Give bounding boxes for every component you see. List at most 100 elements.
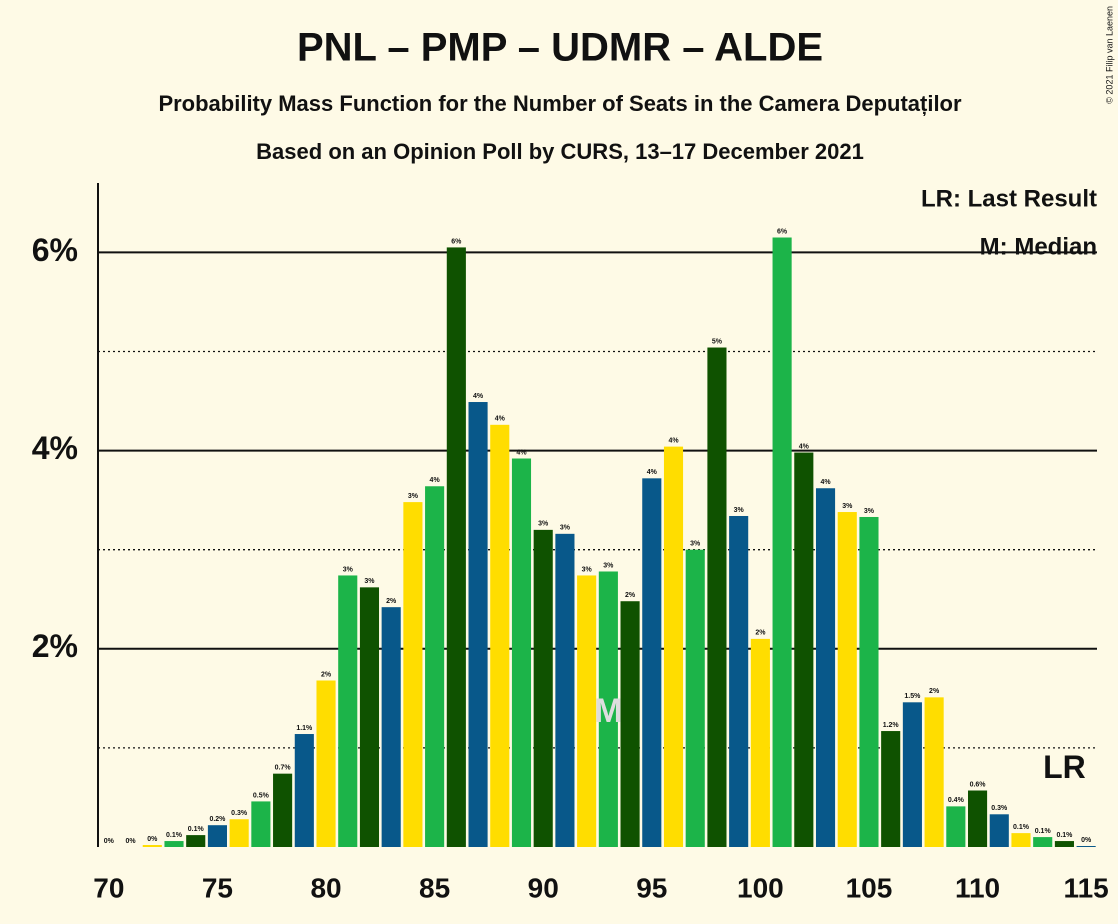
bar: [663, 446, 684, 847]
bar: [685, 549, 705, 847]
bar: [294, 734, 314, 847]
chart-title: PNL – PMP – UDMR – ALDE: [297, 26, 823, 70]
data-label: 3%: [364, 578, 375, 585]
x-tick-label: 85: [419, 872, 450, 903]
bar: [468, 402, 488, 847]
data-label: 0.5%: [253, 792, 270, 799]
data-label: 3%: [582, 566, 593, 573]
bar: [555, 533, 575, 847]
data-label: 3%: [734, 507, 745, 514]
x-tick-label: 115: [1064, 872, 1109, 903]
bar: [642, 478, 662, 847]
x-tick-label: 70: [93, 872, 124, 903]
bar: [511, 458, 532, 847]
data-label: 2%: [755, 630, 766, 637]
data-label: 0.4%: [948, 797, 965, 804]
bar: [815, 488, 836, 847]
data-label: 0%: [147, 836, 158, 843]
y-tick-label: 6%: [32, 232, 78, 268]
data-label: 0%: [1081, 837, 1092, 844]
bar: [989, 814, 1009, 847]
data-label: 0.7%: [275, 765, 292, 772]
data-label: 3%: [842, 503, 853, 510]
bar: [229, 819, 249, 847]
data-label: 0.6%: [970, 781, 987, 788]
x-tick-label: 75: [202, 872, 233, 903]
bar: [207, 825, 228, 847]
bar: [598, 571, 618, 847]
data-label: 0.1%: [1056, 832, 1073, 839]
bar: [273, 773, 293, 847]
data-label: 0.3%: [231, 810, 248, 817]
data-label: 5%: [712, 338, 723, 345]
x-tick-label: 105: [846, 872, 893, 903]
bar: [381, 607, 401, 847]
bar: [186, 835, 206, 847]
x-tick-label: 100: [737, 872, 784, 903]
bar: [1054, 841, 1074, 847]
bar: [750, 638, 770, 847]
data-label: 0.1%: [166, 832, 183, 839]
data-label: 2%: [929, 688, 940, 695]
bar: [446, 247, 466, 847]
chart-subtitle: Based on an Opinion Poll by CURS, 13–17 …: [256, 139, 864, 164]
bar: [967, 790, 988, 847]
bar: [316, 680, 336, 847]
data-label: 1.5%: [904, 693, 921, 700]
copyright: © 2021 Filip van Laenen: [1104, 6, 1114, 104]
bar: [946, 806, 966, 847]
x-tick-label: 110: [955, 872, 1000, 903]
legend-entry: M: Median: [980, 233, 1097, 260]
data-label: 6%: [777, 228, 788, 235]
bar: [794, 452, 814, 847]
y-tick-label: 4%: [32, 430, 78, 466]
bar: [577, 575, 597, 847]
data-label: 4%: [473, 393, 484, 400]
data-label: 0.2%: [209, 816, 226, 823]
data-label: 2%: [625, 592, 636, 599]
bar: [533, 529, 553, 847]
data-label: 0.1%: [1035, 828, 1052, 835]
data-label: 1.2%: [883, 722, 900, 729]
data-label: 3%: [408, 493, 419, 500]
data-label: 0%: [104, 838, 115, 845]
median-marker: M: [594, 692, 622, 730]
data-label: 0.1%: [1013, 824, 1030, 831]
bar: [1011, 833, 1031, 847]
data-label: 3%: [538, 521, 549, 528]
data-label: 2%: [386, 598, 397, 605]
legend-entry: LR: Last Result: [921, 185, 1097, 212]
data-label: 4%: [820, 479, 831, 486]
data-label: 3%: [343, 566, 354, 573]
data-label: 2%: [321, 671, 332, 678]
data-label: 3%: [603, 562, 614, 569]
last-result-marker: LR: [1043, 749, 1086, 785]
data-label: 4%: [516, 449, 527, 456]
bar: [837, 512, 857, 847]
bar: [338, 575, 358, 847]
bar: [490, 424, 510, 847]
bar: [1033, 837, 1053, 847]
data-label: 0.3%: [991, 805, 1008, 812]
bar: [859, 516, 879, 847]
bar: [729, 515, 749, 847]
bar: [620, 601, 640, 847]
data-label: 4%: [647, 469, 658, 476]
bar: [251, 801, 271, 847]
bar: [164, 841, 184, 847]
y-tick-label: 2%: [32, 628, 78, 664]
data-label: 6%: [451, 238, 462, 245]
bar: [707, 347, 727, 847]
x-tick-label: 95: [636, 872, 667, 903]
bar: [881, 731, 901, 847]
x-tick-label: 80: [310, 872, 341, 903]
bar: [924, 697, 944, 847]
data-label: 0.1%: [188, 826, 205, 833]
chart-subtitle: Probability Mass Function for the Number…: [158, 91, 962, 116]
data-label: 4%: [799, 443, 810, 450]
data-label: 3%: [560, 525, 571, 532]
data-label: 0%: [126, 838, 137, 845]
bar: [902, 702, 922, 847]
